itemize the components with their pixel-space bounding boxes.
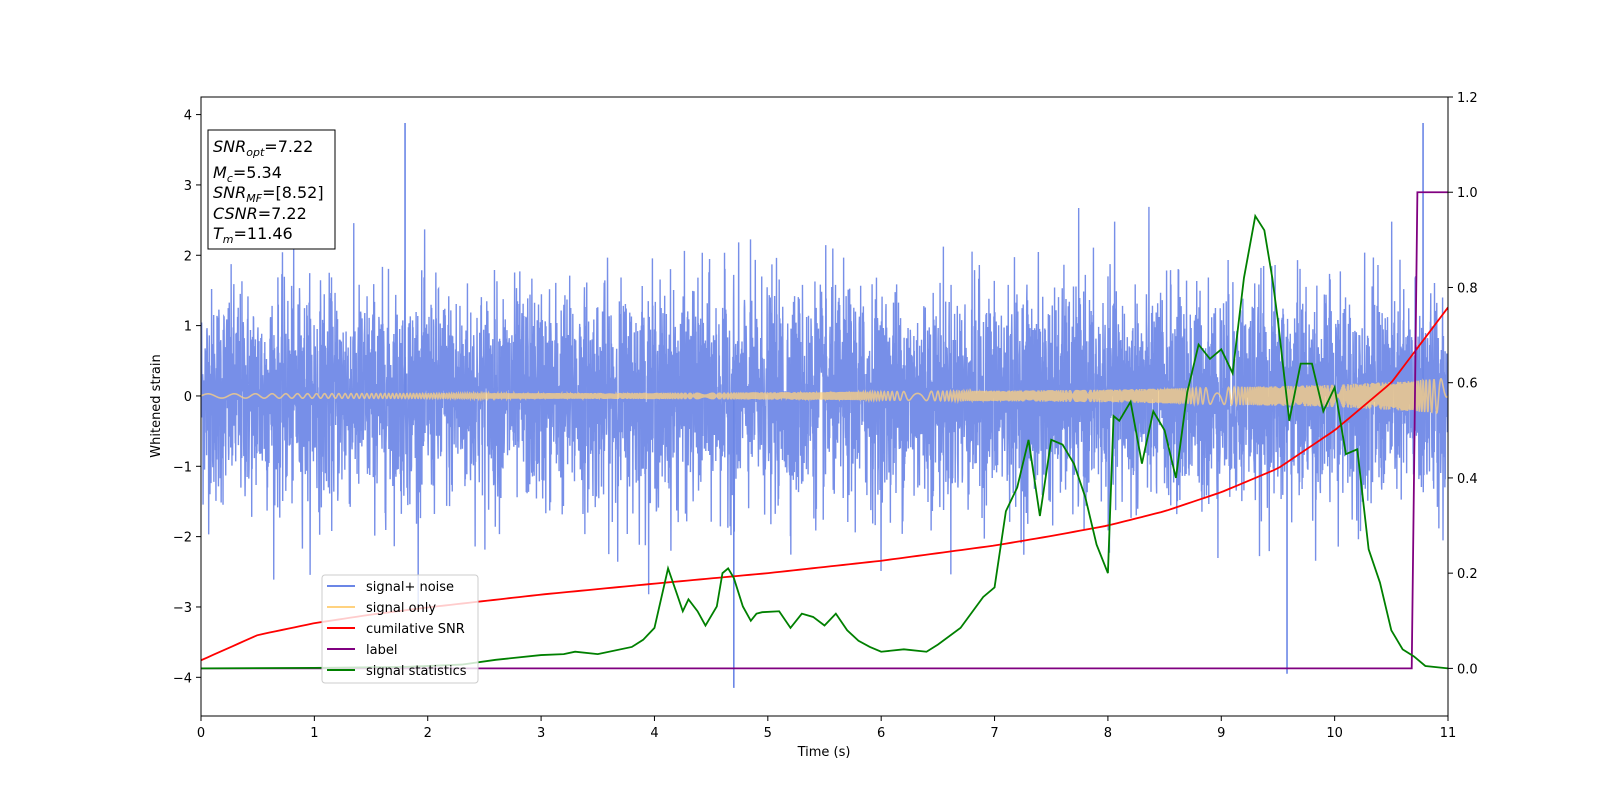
info-box-frame [207, 129, 336, 250]
legend-label-cumulative-snr: cumilative SNR [366, 622, 465, 637]
plot-frame [200, 96, 1449, 717]
y-tick-label: 3 [184, 179, 192, 194]
x-tick-label: 8 [1104, 726, 1112, 741]
line-signal-noise [201, 206, 1448, 609]
y-tick-label: −2 [173, 531, 192, 546]
x-tick-label: 11 [1440, 726, 1457, 741]
line-label [201, 191, 1448, 670]
info-tm: Tm=11.46 [213, 224, 293, 246]
x-axis: 0 1 2 3 4 5 6 7 8 9 10 11 [197, 716, 1456, 741]
x-tick-label: 2 [424, 726, 432, 741]
line-signal-statistics [201, 213, 1448, 670]
y-right-tick-label: 0.6 [1457, 377, 1478, 392]
x-tick-label: 5 [764, 726, 772, 741]
y-axis-label: Whitened strain [149, 354, 164, 457]
x-tick-label: 9 [1217, 726, 1225, 741]
info-mc: Mc=5.34 [213, 163, 282, 185]
y-tick-label: 0 [184, 390, 192, 405]
legend-frame [321, 574, 479, 684]
y-tick-label: −4 [173, 671, 192, 686]
y-axis-right: 0.0 0.2 0.4 0.6 0.8 1.0 1.2 [1448, 91, 1478, 677]
legend-label-signal-statistics: signal statistics [366, 664, 467, 679]
x-tick-label: 6 [877, 726, 885, 741]
y-right-tick-label: 1.0 [1457, 186, 1478, 201]
series-signal-noise [201, 123, 1448, 688]
legend-label-signal-noise: signal+ noise [366, 580, 454, 595]
y-right-tick-label: 0.8 [1457, 281, 1478, 296]
y-tick-label: 2 [184, 249, 192, 264]
x-axis-label: Time (s) [797, 745, 851, 760]
y-tick-label: −3 [173, 601, 192, 616]
y-tick-label: 1 [184, 320, 192, 335]
y-right-tick-label: 0.4 [1457, 472, 1478, 487]
info-box: SNRopt=7.22 Mc=5.34 SNRMF=[8.52] CSNR=7.… [207, 129, 336, 250]
legend: signal+ noise signal only cumilative SNR… [321, 574, 479, 684]
y-right-tick-label: 0.0 [1457, 662, 1478, 677]
legend-label-signal-only: signal only [366, 601, 436, 616]
y-tick-label: 4 [184, 109, 192, 124]
info-snr-opt: SNRopt=7.22 [213, 137, 313, 159]
y-tick-label: −1 [173, 460, 192, 475]
x-tick-label: 10 [1326, 726, 1343, 741]
line-signal-only [201, 378, 1448, 415]
x-tick-label: 1 [310, 726, 318, 741]
info-csnr: CSNR=7.22 [213, 204, 307, 223]
y-right-tick-label: 0.2 [1457, 567, 1478, 582]
y-axis-left: −4 −3 −2 −1 0 1 2 3 4 [173, 109, 201, 686]
legend-label-label: label [366, 643, 397, 658]
x-tick-label: 0 [197, 726, 205, 741]
x-tick-label: 7 [990, 726, 998, 741]
info-snr-mf: SNRMF=[8.52] [213, 183, 324, 205]
x-tick-label: 3 [537, 726, 545, 741]
series-signal-only [201, 378, 1448, 415]
y-right-tick-label: 1.2 [1457, 91, 1478, 106]
x-tick-label: 4 [650, 726, 658, 741]
